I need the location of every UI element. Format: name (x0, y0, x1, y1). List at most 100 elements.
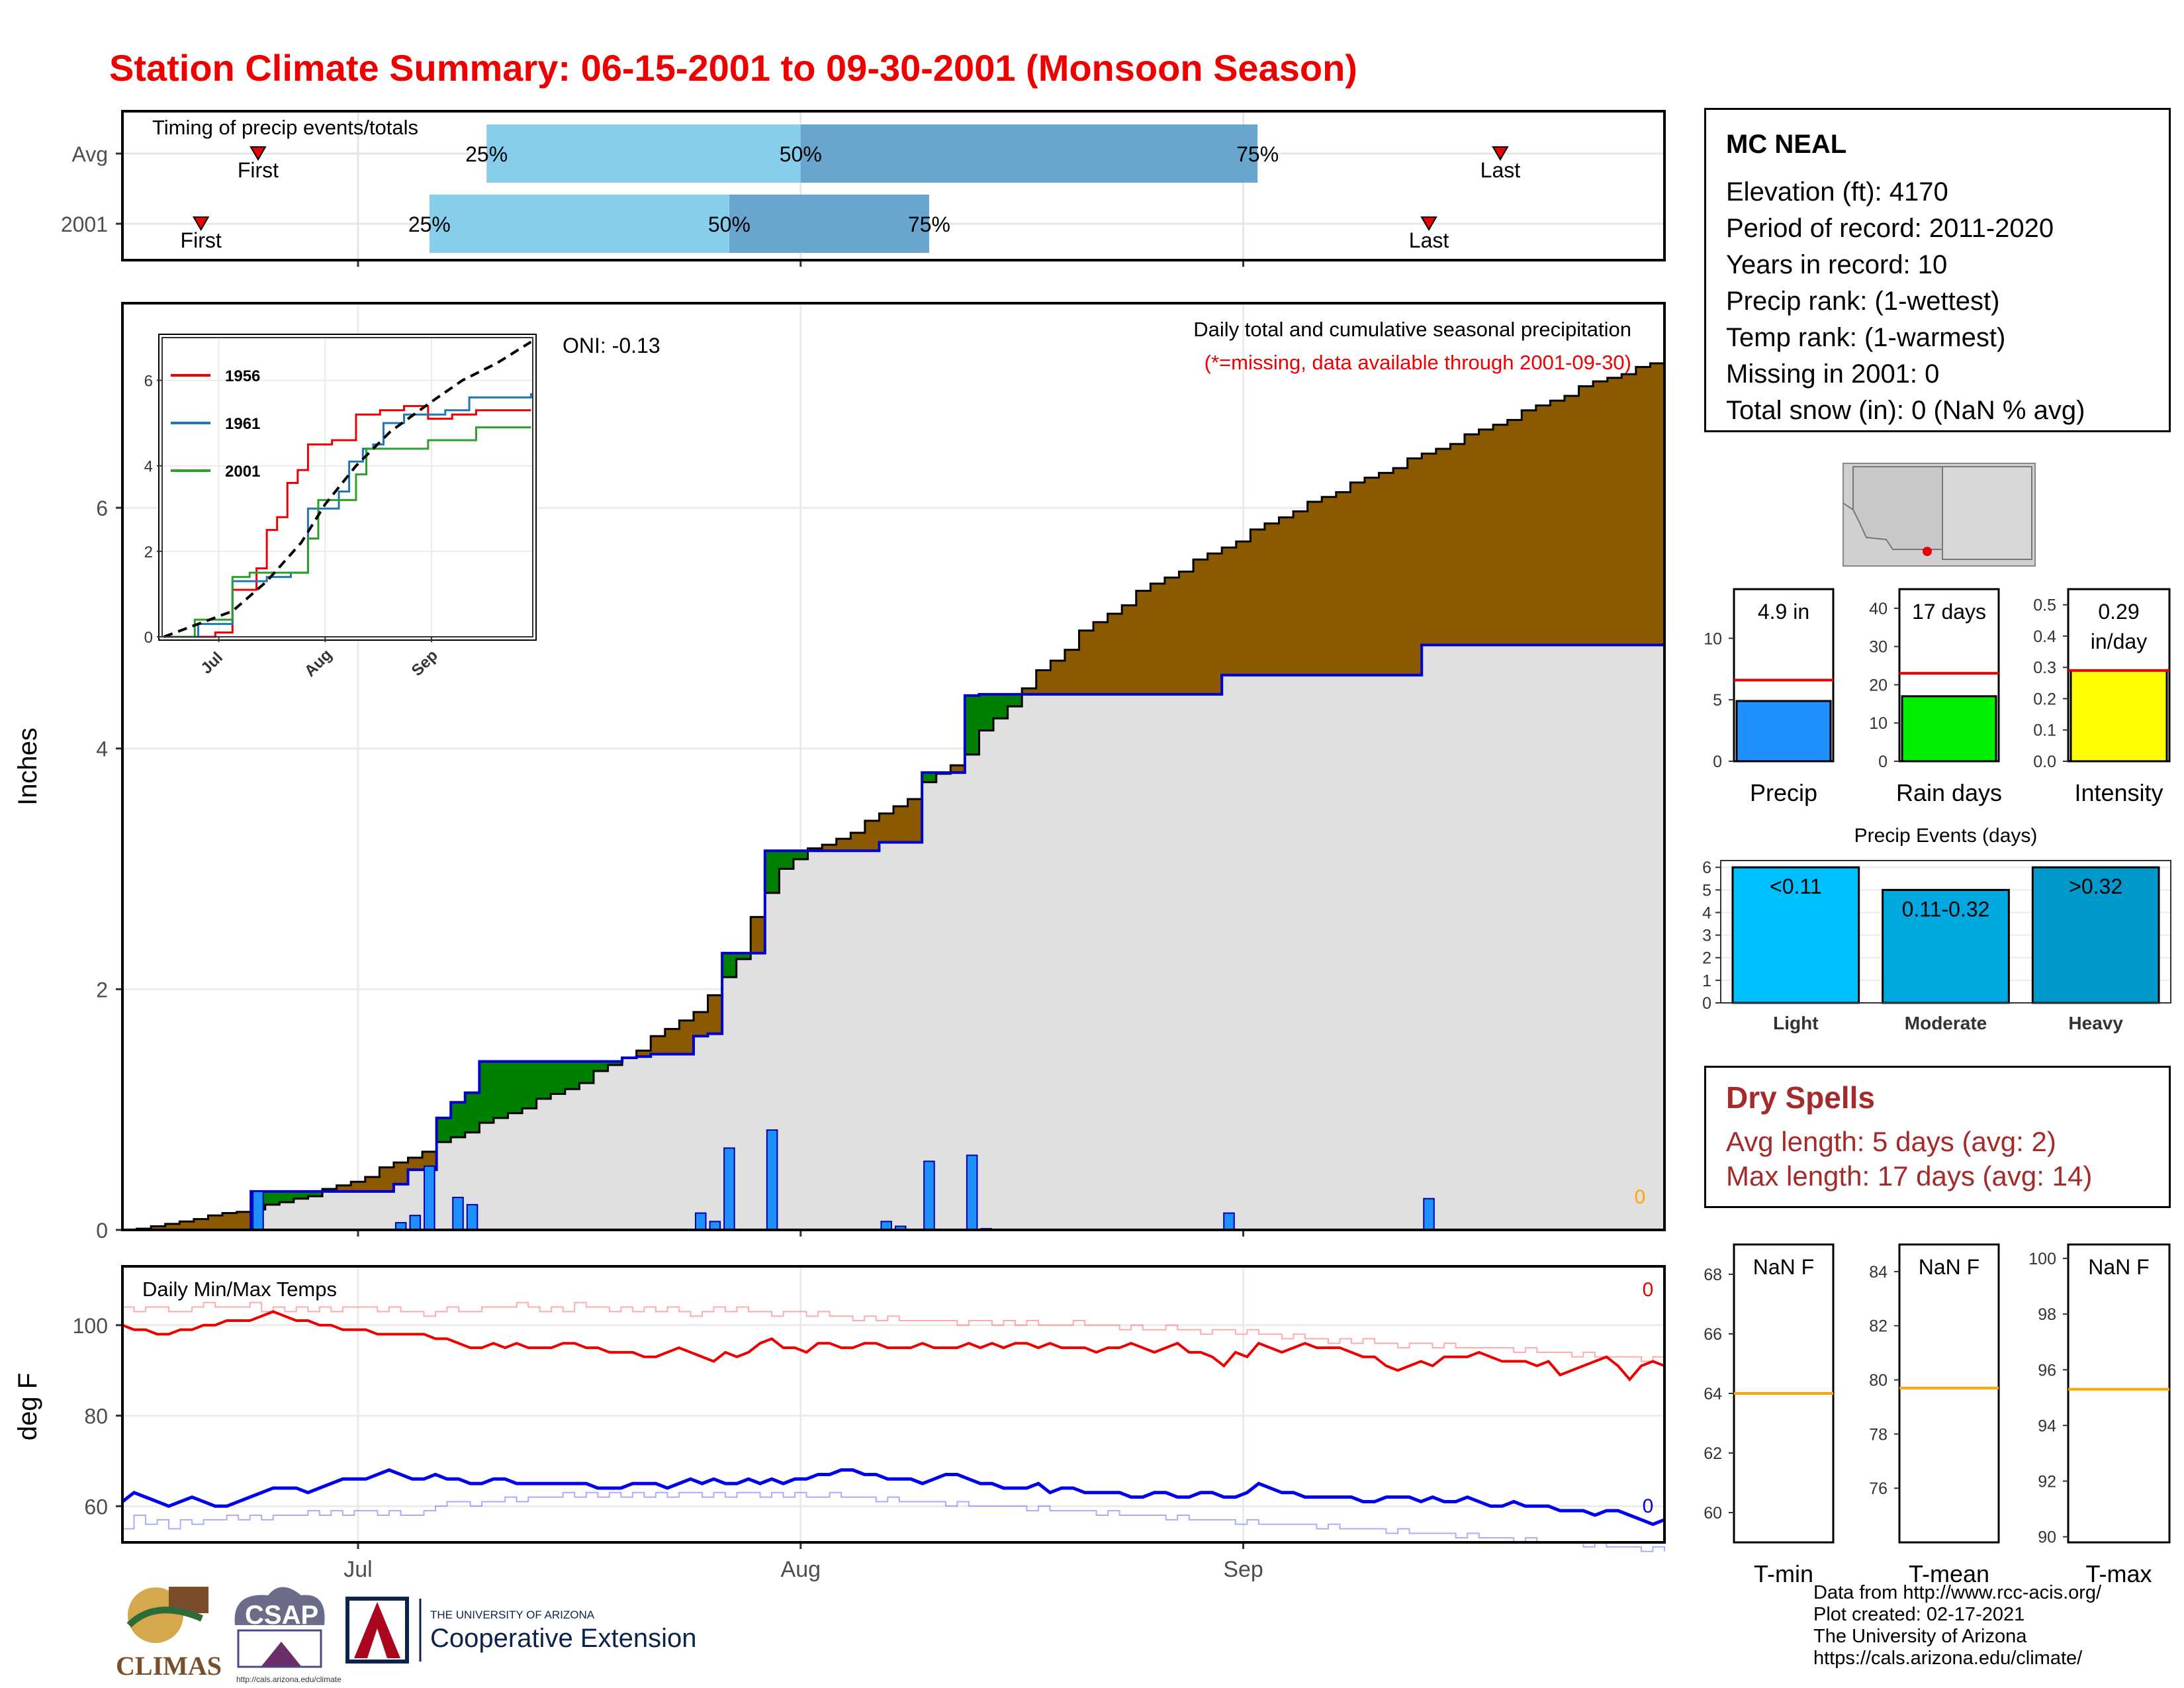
precip-surplus-fill (1507, 420, 1522, 645)
precip-deficit-fill (308, 1191, 323, 1197)
events-bar-annotation: 0.11-0.32 (1902, 897, 1990, 921)
timing-row-avg-last-marker (1492, 146, 1509, 161)
tmean_panel-ytick-label: 82 (1869, 1317, 1888, 1336)
precip-surplus-fill (1593, 381, 1608, 645)
precip-deficit-fill (736, 953, 751, 959)
precip-grey-fill (1050, 694, 1066, 1230)
precip-grey-fill (979, 730, 994, 1230)
precip-grey-fill (936, 773, 951, 1230)
precip-grey-fill (293, 1198, 309, 1230)
station-period: Period of record: 2011-2020 (1726, 214, 2054, 243)
precip-grey-fill (1007, 706, 1023, 1230)
temp-missing-min: 0 (1643, 1495, 1654, 1517)
rain_days-annotation: 17 days (1912, 600, 1986, 624)
inset-average-line (163, 340, 532, 638)
precip-ytick-label: 4 (96, 737, 108, 761)
precip-surplus-fill (864, 820, 880, 851)
temp-title: Daily Min/Max Temps (142, 1278, 337, 1301)
inset-series-1956 (163, 404, 531, 638)
station-location-marker (1923, 547, 1932, 556)
precip-grey-fill (265, 1204, 280, 1230)
precip-grey-fill (1122, 694, 1137, 1230)
timing-row-2001-label: 2001 (61, 212, 108, 236)
locator-map-new-mexico (1942, 466, 2032, 560)
precip-deficit-fill (279, 1191, 295, 1203)
temp-min-average-line (122, 1491, 1665, 1552)
inset-ytick-label: 4 (144, 458, 153, 476)
precip-grey-fill (651, 1054, 666, 1230)
precip-surplus-fill (1293, 511, 1308, 675)
precip-grey-fill (508, 1113, 523, 1230)
precip-grey-fill (1578, 645, 1594, 1230)
station-temp-rank: Temp rank: (1-warmest) (1726, 323, 2006, 352)
precip-deficit-fill (764, 851, 780, 893)
tmean_panel-panel: 76 78 80 82 84 NaN F T-mean (1869, 1243, 2000, 1587)
tmean_panel-ytick-label: 84 (1869, 1263, 1888, 1282)
precip-grey-fill (1535, 645, 1551, 1230)
events-panel-border (1720, 860, 2171, 1004)
precip-grey-fill (993, 718, 1009, 1230)
precip-grey-fill (1293, 675, 1308, 1230)
events-ytick-label: 6 (1702, 859, 1711, 877)
temp-panel-border (121, 1265, 1666, 1544)
precip-grey-fill (1435, 645, 1451, 1230)
precip-grey-fill (1522, 645, 1537, 1230)
precip-oni: ONI: -0.13 (563, 334, 660, 357)
credits: Data from http://www.rcc-acis.org/ Plot … (1813, 1582, 2101, 1669)
station-years: Years in record: 10 (1726, 250, 1948, 279)
precip-deficit-fill (993, 694, 1009, 719)
precip-deficit-fill (979, 694, 994, 731)
timing-row-avg-last-label: Last (1480, 158, 1521, 182)
precip-annotation-title: Daily total and cumulative seasonal prec… (1193, 318, 1631, 341)
precip-surplus-fill (1607, 377, 1622, 645)
logo-strip: CLIMAS CSAP http://cals.arizona.edu/clim… (116, 1587, 696, 1684)
precip-deficit-fill (493, 1061, 509, 1118)
precip-panel: 0 2 4 6 Inches Daily total and cumulative sea… (13, 302, 1666, 1243)
precip-surplus-fill (893, 806, 909, 843)
dry-spells-avg: Avg length: 5 days (avg: 2) (1726, 1126, 2056, 1157)
temp-ytick-label: 100 (73, 1314, 108, 1338)
temp-missing-max: 0 (1643, 1279, 1654, 1301)
temp-ytick-label: 80 (84, 1405, 108, 1429)
precip-surplus-fill (351, 1182, 366, 1192)
precip-deficit-fill (593, 1061, 609, 1071)
timing-row-2001-first-marker (192, 216, 210, 231)
precip_total-annotation: 4.9 in (1758, 600, 1809, 624)
precip-grey-fill (822, 851, 837, 1230)
precip-grey-fill (1279, 675, 1294, 1230)
timing-row-2001-p25-label: 25% (408, 212, 451, 236)
precip-surplus-fill (1621, 374, 1637, 645)
precip_total-ytick-label: 5 (1713, 691, 1722, 710)
temp-xtick-label: Aug (781, 1557, 821, 1582)
precip-surplus-fill (1136, 590, 1151, 694)
precip-surplus-fill (1322, 496, 1337, 675)
precip-grey-fill (322, 1191, 338, 1230)
precip-ylabel: Inches (13, 727, 42, 806)
events-ytick-label: 3 (1702, 927, 1711, 945)
precip-surplus-fill (1264, 523, 1280, 675)
temp-ytick-label: 60 (84, 1495, 108, 1519)
credit-url: https://cals.arizona.edu/climate/ (1813, 1648, 2083, 1669)
precip-surplus-fill (1050, 661, 1066, 694)
station-precip-rank: Precip rank: (1-wettest) (1726, 287, 2000, 316)
tmax_panel-annotation: NaN F (2088, 1255, 2149, 1279)
precip-deficit-fill (793, 851, 809, 859)
station-name: MC NEAL (1726, 130, 1847, 159)
precip-surplus-fill (1493, 424, 1508, 645)
precip-grey-fill (1364, 675, 1380, 1230)
precip-surplus-fill (1336, 492, 1351, 675)
inset-ytick-label: 6 (144, 373, 153, 391)
precip-surplus-fill (1164, 577, 1180, 694)
precip-grey-fill (1179, 694, 1194, 1230)
precip-ytick-label: 2 (96, 978, 108, 1002)
precip-grey-fill (622, 1058, 637, 1230)
tmin_panel-ytick-label: 64 (1704, 1385, 1722, 1403)
precip-deficit-fill (451, 1102, 466, 1137)
timing-row-avg-bar-50-75 (800, 124, 1258, 183)
precip-surplus-fill (1578, 386, 1594, 645)
precip-grey-fill (907, 842, 923, 1230)
temp-max-average-line (122, 1301, 1665, 1362)
ua-extension: Cooperative Extension (430, 1624, 696, 1653)
precip-average-step-line (122, 362, 1664, 1231)
precip-surplus-fill (1122, 605, 1137, 694)
